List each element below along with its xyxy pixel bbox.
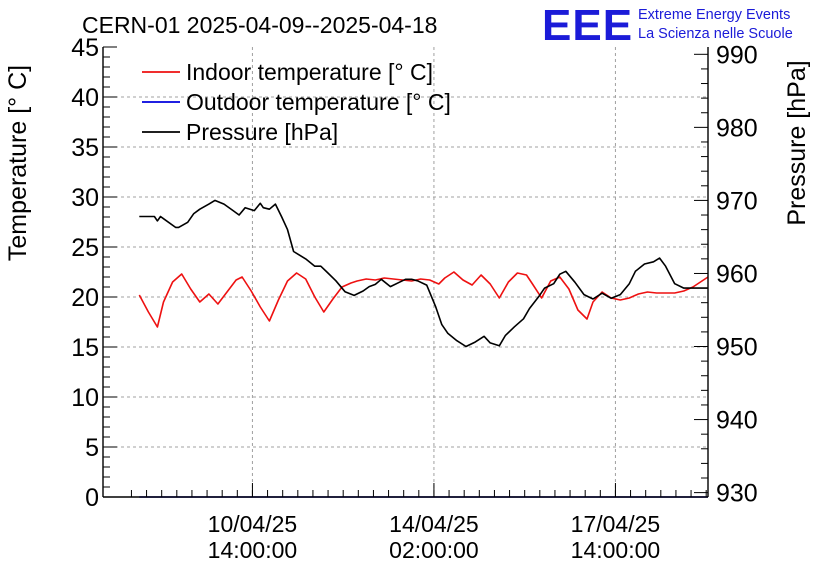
y2-tick-label: 970 [716,187,758,215]
legend: Indoor temperature [° C] Outdoor temperat… [142,59,451,145]
y-tick-label: 35 [71,134,99,162]
y-tick-label: 30 [71,184,99,212]
y-tick-label: 15 [71,334,99,362]
legend-label: Indoor temperature [° C] [186,59,433,85]
y-tick-label: 10 [71,384,99,412]
grid [103,47,708,497]
y-axis-label: Temperature [° C] [4,65,32,261]
eee-logo-line1: Extreme Energy Events [638,7,790,23]
y-tick-label: 25 [71,234,99,262]
eee-logo-mark: EEE [542,1,633,50]
y2-tick-label: 930 [716,480,758,508]
y2-axis-label: Pressure [hPa] [783,60,811,225]
x-tick-label-date: 14/04/25 [389,511,479,537]
y-tick-label: 20 [71,284,99,312]
y2-tick-label: 940 [716,407,758,435]
x-tick-label-time: 02:00:00 [389,537,479,563]
x-tick-label-time: 14:00:00 [571,537,661,563]
legend-label: Outdoor temperature [° C] [186,89,451,115]
y-tick-label: 5 [85,434,99,462]
series-indoor-temperature-c [138,271,709,328]
y-tick-label: 0 [85,484,99,512]
eee-logo: EEE Extreme Energy Events La Scienza nel… [542,1,793,50]
x-tick-label-date: 17/04/25 [571,511,661,537]
legend-label: Pressure [hPa] [186,119,338,145]
y2-tick-label: 980 [716,114,758,142]
plot-series [138,199,709,498]
y2-tick-label: 990 [716,41,758,69]
axes: 05101520253035404510/04/2514:00:0014/04/… [71,34,758,563]
y-tick-label: 40 [71,84,99,112]
y2-tick-label: 950 [716,334,758,362]
y-tick-label: 45 [71,34,99,62]
x-tick-label-time: 14:00:00 [208,537,298,563]
eee-logo-line2: La Scienza nelle Scuole [638,26,793,42]
y2-tick-label: 960 [716,260,758,288]
chart-title: CERN-01 2025-04-09--2025-04-18 [82,12,437,38]
x-tick-label-date: 10/04/25 [208,511,298,537]
series-pressure-hpa [139,199,708,348]
